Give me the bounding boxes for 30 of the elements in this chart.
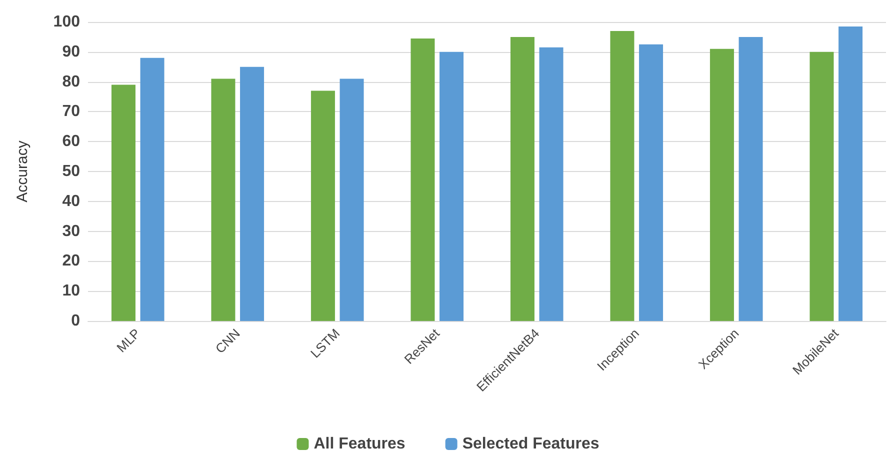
y-tick-label: 40 — [62, 192, 80, 210]
y-tick-label: 50 — [62, 163, 80, 180]
bar — [111, 84, 136, 321]
y-axis-title: Accuracy — [14, 140, 31, 202]
y-tick-label: 0 — [71, 312, 80, 330]
bar — [140, 58, 164, 321]
y-tick-label: 70 — [62, 103, 80, 120]
bar — [738, 36, 763, 321]
legend-label: Selected Features — [462, 436, 600, 452]
y-tick-label: 20 — [62, 252, 80, 270]
bar — [340, 78, 364, 321]
bar — [710, 48, 734, 321]
bar — [440, 52, 464, 321]
bar — [639, 44, 664, 321]
bar — [211, 78, 236, 321]
legend-label: All Features — [314, 436, 406, 452]
bar — [240, 66, 264, 321]
y-tick-label: 60 — [62, 133, 80, 150]
y-tick-label: 80 — [62, 73, 80, 90]
y-tick-label: 100 — [53, 14, 80, 30]
bar — [610, 30, 634, 321]
y-tick-label: 90 — [62, 43, 80, 60]
y-tick-label: 30 — [62, 222, 80, 240]
bar — [510, 36, 534, 321]
bar — [810, 52, 834, 321]
y-tick-label: 10 — [62, 282, 80, 300]
bar — [539, 47, 564, 321]
bar — [310, 90, 335, 321]
bar — [838, 26, 863, 321]
bar — [410, 38, 435, 321]
